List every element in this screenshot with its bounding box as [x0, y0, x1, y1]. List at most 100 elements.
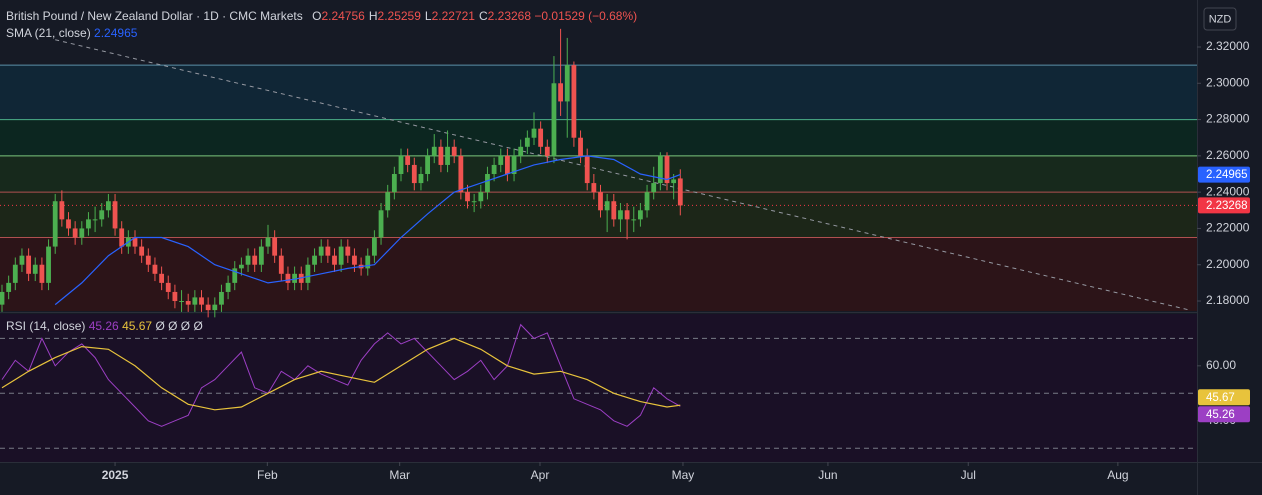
rsi-value: 45.26 [89, 319, 119, 333]
candle-body [518, 146, 524, 156]
rsi-empty: Ø Ø Ø Ø [155, 319, 202, 333]
candle-body [139, 246, 145, 256]
candle-body [465, 192, 470, 202]
rsi-badge [1198, 406, 1250, 423]
candle-body [119, 228, 125, 247]
candle-body [511, 155, 517, 175]
candle-body [232, 268, 238, 283]
candle-body [345, 246, 351, 256]
candle-body [245, 255, 251, 265]
candle-body [39, 264, 45, 283]
zone [0, 119, 1197, 156]
candle-body [405, 155, 411, 165]
candle-body [305, 264, 311, 283]
y-tick-label: 2.28000 [1206, 112, 1250, 126]
candle-body [292, 273, 297, 283]
candle-body [205, 304, 211, 311]
candle-body [598, 192, 603, 211]
x-tick-label: 2025 [102, 468, 129, 482]
candle-body [106, 201, 111, 211]
candle-body [172, 291, 178, 302]
rsi-badge-label: 45.26 [1206, 409, 1235, 421]
candle-body [165, 282, 171, 292]
ohlc-key: O [312, 9, 321, 23]
zone [0, 155, 1197, 193]
candle-body [212, 304, 218, 311]
candle-body [591, 183, 597, 193]
candle-body [112, 201, 118, 229]
candle-body [445, 146, 450, 165]
sma-line [54, 155, 681, 306]
ohlc-value: 2.24756 [321, 9, 365, 23]
candle-body [558, 83, 563, 102]
rsi-legend: RSI (14, close) 45.26 45.67 Ø Ø Ø Ø [6, 319, 203, 333]
candle-body [378, 210, 384, 238]
sma-legend: SMA (21, close) 2.24965 [6, 26, 138, 40]
candle-body [145, 255, 151, 265]
candle-body [179, 301, 184, 303]
candle-body [219, 291, 224, 305]
candle-body [631, 219, 637, 221]
sma-badge [1198, 166, 1250, 183]
ohlc-key: L [425, 9, 432, 23]
x-tick-label: Mar [389, 468, 410, 482]
candle-body [651, 183, 657, 193]
candle-body [0, 291, 5, 305]
candle-body [52, 201, 58, 247]
rsi-ma-badge-label: 45.67 [1206, 392, 1235, 404]
candle-body [451, 146, 457, 156]
candle-body [152, 264, 158, 274]
header: British Pound / New Zealand Dollar · 1D … [6, 9, 637, 23]
last-price-badge [1198, 197, 1250, 214]
candle-body [32, 264, 38, 274]
ohlc-value: 2.25259 [378, 9, 422, 23]
candle-body [92, 219, 98, 221]
candle-body [391, 174, 397, 193]
candle-body [318, 246, 324, 256]
candle-body [199, 297, 204, 305]
candle-body [618, 210, 623, 220]
candle-body [59, 201, 65, 220]
title: British Pound / New Zealand Dollar · 1D … [6, 9, 303, 23]
candle-body [26, 255, 31, 274]
x-tick-label: Feb [257, 468, 278, 482]
rsi-name: RSI (14, close) [6, 319, 85, 333]
candle-body [79, 228, 85, 238]
candle-body [551, 83, 557, 156]
candle-body [438, 146, 444, 165]
candle-body [365, 255, 371, 269]
ohlc-value: 2.22721 [432, 9, 476, 23]
candle-body [372, 237, 377, 256]
candle-body [578, 137, 583, 156]
sma-value: 2.24965 [94, 26, 138, 40]
candle-body [571, 65, 577, 138]
ohlc-key: H [369, 9, 378, 23]
candle-body [611, 201, 617, 220]
rsi-ma-value: 45.67 [122, 319, 152, 333]
rsi-ma-badge [1198, 389, 1250, 406]
candle-body [278, 255, 284, 274]
currency-box[interactable] [1203, 7, 1237, 31]
candle-body [524, 137, 530, 147]
x-tick-label: Jul [961, 468, 976, 482]
rsi-background [0, 314, 1197, 462]
candle-body [398, 155, 404, 175]
candle-body [46, 246, 51, 283]
candle-body [458, 155, 464, 193]
ohlc-value: 2.23268 [488, 9, 532, 23]
candle-body [564, 65, 570, 102]
zone [0, 237, 1197, 311]
zone [0, 65, 1197, 120]
candle-body [159, 273, 164, 283]
candle-body [638, 210, 643, 220]
candle-body [505, 155, 510, 175]
candle-body [544, 146, 550, 156]
x-tick-label: Apr [531, 468, 550, 482]
candle-body [624, 210, 630, 220]
candle-body [239, 264, 244, 269]
candle-body [584, 155, 590, 184]
candle-body [425, 155, 430, 175]
candle-body [225, 282, 231, 292]
currency[interactable]: NZD [1209, 13, 1232, 25]
